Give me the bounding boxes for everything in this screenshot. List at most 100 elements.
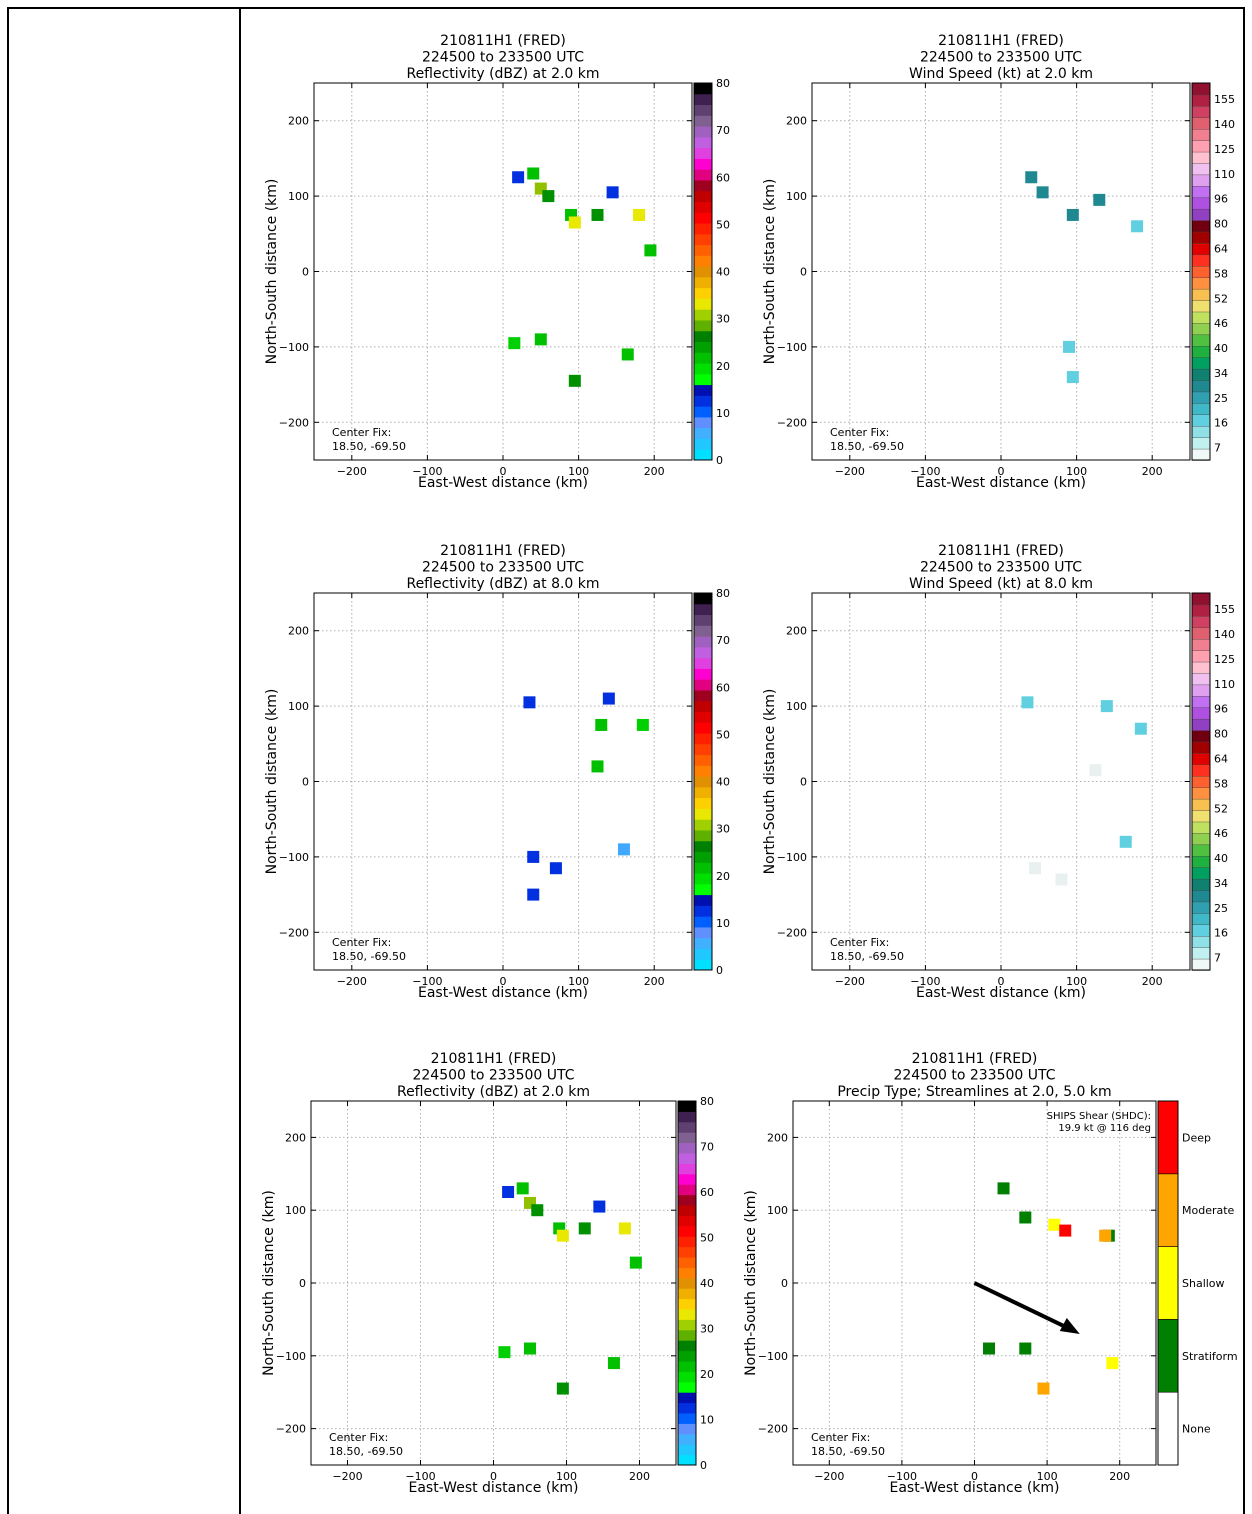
- colorbar-cell: [678, 1288, 696, 1300]
- colorbar-tick-label: 60: [700, 1186, 714, 1199]
- colorbar-cell: [678, 1184, 696, 1196]
- colorbar-frame: [1191, 82, 1211, 461]
- center-fix-label: 18.50, -69.50: [830, 440, 904, 453]
- colorbar-cell: [694, 298, 712, 310]
- colorbar-cell: [1191, 866, 1211, 880]
- colorbar-cell: [694, 700, 712, 712]
- echo-cell: [618, 1222, 631, 1235]
- colorbar-frame: [1157, 1100, 1179, 1466]
- colorbar-cell: [678, 1132, 696, 1144]
- y-tick-label: 100: [285, 1204, 306, 1217]
- colorbar-cell: [678, 1215, 696, 1227]
- colorbar-tick-label: 80: [1214, 728, 1228, 741]
- colorbar-cell: [1191, 185, 1211, 198]
- colorbar-tick-label: 46: [1214, 317, 1228, 330]
- echo-cell: [527, 167, 540, 180]
- colorbar-cell: [694, 341, 712, 353]
- colorbar-cell: [694, 754, 712, 766]
- echo-cell: [1099, 1229, 1112, 1242]
- colorbar-tick-label: 10: [716, 407, 730, 420]
- chart-title-line: Wind Speed (kt) at 2.0 km: [909, 66, 1093, 82]
- colorbar-cell: [1191, 322, 1211, 336]
- echo-cell: [1063, 340, 1076, 353]
- colorbar-cell: [1191, 649, 1211, 663]
- colorbar-tick-label: 16: [1214, 417, 1228, 430]
- colorbar-cell: [1191, 684, 1211, 697]
- colorbar-cell: [1191, 958, 1211, 971]
- y-tick-label: −200: [758, 1423, 788, 1436]
- chart-p5: 210811H1 (FRED)224500 to 233500 UTCRefle…: [261, 1051, 714, 1496]
- echo-cell: [502, 1186, 515, 1198]
- colorbar-cell: [694, 603, 712, 616]
- chart-title-line: Reflectivity (dBZ) at 2.0 km: [397, 1084, 590, 1100]
- x-tick-label: 200: [644, 465, 665, 478]
- colorbar-cell: [694, 416, 712, 429]
- colorbar-tick-label: 34: [1214, 367, 1228, 380]
- echo-cell: [498, 1346, 511, 1359]
- colorbar-cell: [694, 722, 712, 734]
- colorbar-cell: [694, 276, 712, 289]
- y-axis-label: North-South distance (km): [762, 689, 778, 875]
- colorbar-cell: [694, 733, 712, 745]
- x-tick-label: 0: [490, 1470, 497, 1483]
- colorbar-cell: [1157, 1391, 1179, 1466]
- colorbar-cell: [1191, 798, 1211, 811]
- colorbar-cell: [694, 819, 712, 831]
- colorbar-tick-label: 80: [700, 1095, 714, 1108]
- colorbar-cell: [694, 126, 712, 138]
- colorbar-tick-label: 30: [716, 823, 730, 836]
- colorbar-tick-label: 50: [716, 728, 730, 741]
- chart-p6: 210811H1 (FRED)224500 to 233500 UTCPreci…: [743, 1051, 1238, 1496]
- chart-title-line: Wind Speed (kt) at 8.0 km: [909, 576, 1093, 592]
- echo-cell: [621, 348, 634, 361]
- colorbar-cell: [1191, 707, 1211, 720]
- echo-cell: [606, 186, 619, 199]
- echo-cell: [1119, 835, 1132, 848]
- colorbar-cell: [678, 1267, 696, 1279]
- colorbar-cell: [678, 1381, 696, 1393]
- colorbar-cell: [1191, 254, 1211, 267]
- colorbar-tick-label: 40: [700, 1277, 714, 1290]
- colorbar-tick-label: 20: [716, 870, 730, 883]
- center-fix-label: 18.50, -69.50: [830, 950, 904, 963]
- colorbar-cell: [694, 916, 712, 928]
- colorbar-tick-label: 80: [716, 77, 730, 90]
- chart-p4: 210811H1 (FRED)224500 to 233500 UTCWind …: [762, 543, 1235, 1001]
- echo-cell: [997, 1182, 1010, 1195]
- colorbar-frame: [677, 1100, 697, 1466]
- colorbar-cell: [678, 1153, 696, 1164]
- x-tick-label: −100: [910, 465, 940, 478]
- y-tick-label: 200: [288, 625, 309, 638]
- colorbar-cell: [1191, 821, 1211, 834]
- colorbar-cell: [694, 395, 712, 407]
- colorbar-cell: [678, 1433, 696, 1445]
- x-tick-label: 200: [1142, 465, 1163, 478]
- colorbar-tick-label: 34: [1214, 877, 1228, 890]
- colorbar-cell: [694, 212, 712, 224]
- colorbar-cell: [694, 438, 712, 450]
- colorbar-cell: [678, 1121, 696, 1133]
- y-axis-label: North-South distance (km): [743, 1190, 759, 1376]
- colorbar-cell: [694, 223, 712, 235]
- x-tick-label: −200: [332, 1470, 362, 1483]
- colorbar-tick-label: 50: [700, 1232, 714, 1245]
- echo-cell: [633, 208, 646, 221]
- center-fix-label: Center Fix:: [329, 1431, 388, 1444]
- chart-title-line: 224500 to 233500 UTC: [920, 50, 1082, 66]
- y-axis-label: North-South distance (km): [762, 179, 778, 365]
- colorbar-tick-label: 64: [1214, 243, 1228, 256]
- colorbar-cell: [678, 1163, 696, 1175]
- colorbar-tick-label: 60: [716, 681, 730, 694]
- colorbar-cell: [1191, 174, 1211, 187]
- x-tick-label: 100: [568, 975, 589, 988]
- y-tick-label: −200: [777, 416, 807, 429]
- center-fix-label: Center Fix:: [830, 426, 889, 439]
- colorbar-tick-label: Shallow: [1182, 1277, 1225, 1290]
- x-axis-label: East-West distance (km): [418, 475, 588, 491]
- colorbar-cell: [694, 873, 712, 885]
- colorbar-cell: [694, 959, 712, 971]
- center-fix-label: Center Fix:: [332, 426, 391, 439]
- shear-vector-shaft: [973, 1281, 1069, 1330]
